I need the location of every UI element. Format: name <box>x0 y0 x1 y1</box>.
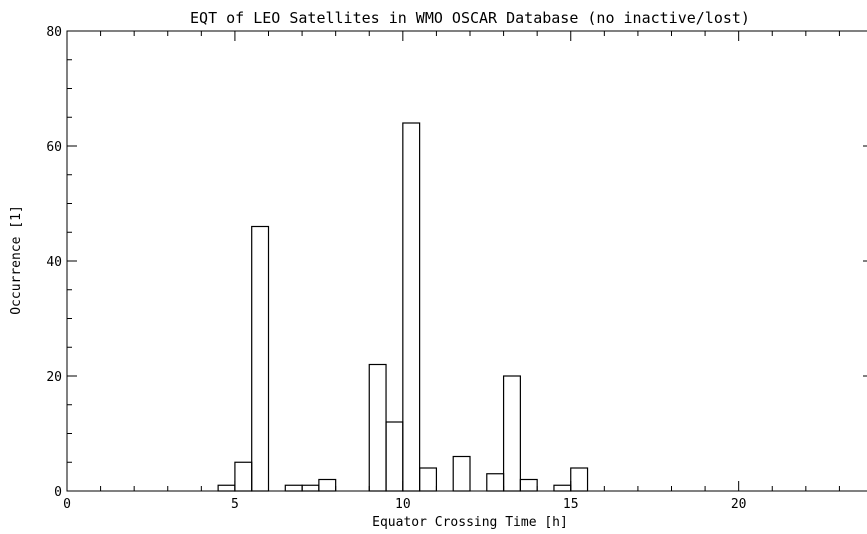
histogram-bins <box>217 122 589 492</box>
y-tick-label: 20 <box>46 370 62 385</box>
histogram-bar <box>318 478 337 492</box>
histogram-bar <box>519 478 538 492</box>
axis-ticks: 0 5 10 15 20 0 20 40 60 80 <box>46 25 867 512</box>
y-tick-label: 80 <box>46 25 62 40</box>
histogram-bar <box>502 375 521 492</box>
x-tick-label: 20 <box>731 497 747 512</box>
x-axis-label: Equator Crossing Time [h] <box>372 515 568 530</box>
histogram-bar <box>251 225 270 492</box>
y-tick-label: 0 <box>54 485 62 500</box>
histogram-bar <box>486 473 505 492</box>
chart-title: EQT of LEO Satellites in WMO OSCAR Datab… <box>190 9 750 27</box>
histogram-bar <box>301 484 320 492</box>
x-tick-label: 10 <box>395 497 411 512</box>
histogram-bar <box>570 467 589 492</box>
histogram-bar <box>452 455 471 492</box>
x-tick-label: 0 <box>63 497 71 512</box>
histogram-bar <box>368 363 387 492</box>
histogram-bar <box>402 122 421 492</box>
y-tick-label: 40 <box>46 255 62 270</box>
histogram-bar <box>419 467 438 492</box>
y-axis-label: Occurrence [1] <box>9 205 24 315</box>
x-tick-label: 5 <box>231 497 239 512</box>
histogram-bar <box>284 484 303 492</box>
plot-frame <box>66 30 867 492</box>
histogram-bar <box>234 461 253 492</box>
x-tick-label: 15 <box>563 497 579 512</box>
y-tick-label: 60 <box>46 140 62 155</box>
histogram-bar <box>385 421 404 492</box>
histogram-bar <box>217 484 236 492</box>
histogram-bar <box>553 484 572 492</box>
